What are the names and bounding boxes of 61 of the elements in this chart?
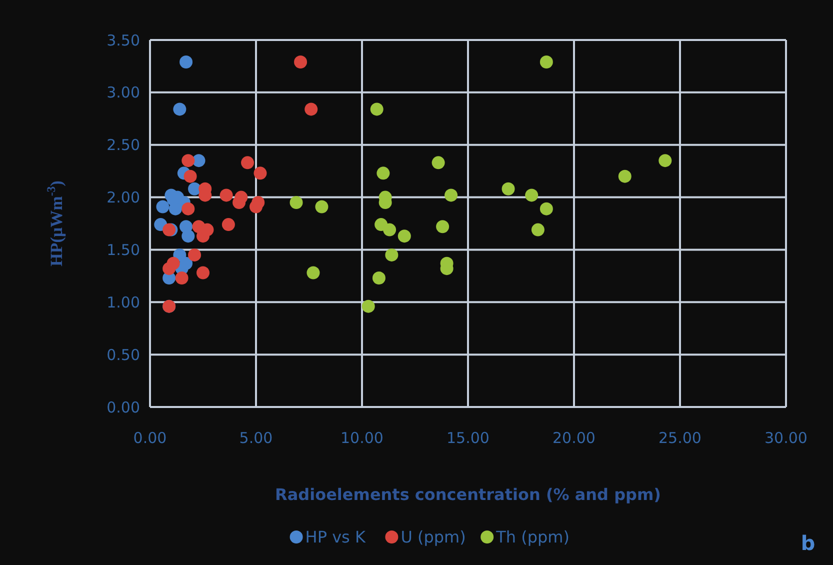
x-tick-label: 30.00 (764, 429, 808, 447)
x-tick-label: 0.00 (133, 429, 167, 447)
point (315, 200, 328, 214)
legend-label: U (ppm) (400, 528, 466, 547)
x-tick-label: 5.00 (239, 429, 273, 447)
point (531, 223, 544, 236)
point (370, 102, 384, 116)
point (166, 256, 180, 270)
y-tick-label: 0.50 (106, 346, 140, 364)
point (372, 272, 386, 285)
point (540, 56, 553, 69)
point (436, 220, 450, 234)
point (184, 170, 197, 183)
point (188, 248, 202, 262)
point (175, 272, 188, 285)
point (196, 266, 210, 280)
point (444, 188, 458, 202)
point (180, 56, 193, 69)
x-tick-label: 10.00 (340, 429, 384, 447)
y-tick-label: 1.50 (106, 240, 140, 259)
point (188, 182, 202, 196)
point (432, 156, 445, 170)
y-tick-label: 3.00 (106, 84, 140, 102)
y-tick-label: 2.50 (106, 136, 140, 154)
point (398, 230, 411, 243)
point (156, 200, 170, 214)
point (222, 218, 235, 232)
point (182, 154, 195, 168)
x-tick-label: 25.00 (658, 429, 702, 447)
point (182, 230, 195, 243)
legend-label: Th (ppm) (495, 528, 570, 547)
point (376, 166, 390, 180)
point (362, 300, 375, 313)
point (254, 166, 267, 180)
point (192, 154, 206, 168)
point (525, 188, 538, 202)
point (385, 248, 398, 262)
point (290, 196, 303, 210)
y-tick-label: 1.00 (106, 293, 140, 312)
point (234, 190, 248, 204)
y-tick-label: 3.50 (106, 31, 140, 50)
point (182, 202, 195, 216)
x-tick-label: 15.00 (446, 429, 490, 447)
point (220, 188, 233, 202)
point (540, 202, 553, 216)
point (502, 182, 515, 196)
x-axis-title: Radioelements concentration (% and ppm) (275, 485, 661, 504)
y-tick-label: 0.00 (106, 398, 140, 416)
point (304, 102, 318, 116)
point (241, 156, 254, 170)
point (618, 170, 632, 183)
legend-label: HP vs K (305, 528, 366, 547)
point (658, 154, 672, 168)
point (252, 196, 265, 210)
x-tick-label: 20.00 (552, 429, 596, 447)
y-tick-label: 2.00 (106, 188, 140, 207)
point (306, 266, 320, 280)
text: b (800, 531, 816, 555)
point (383, 223, 396, 236)
point (294, 56, 308, 69)
point (173, 102, 186, 116)
